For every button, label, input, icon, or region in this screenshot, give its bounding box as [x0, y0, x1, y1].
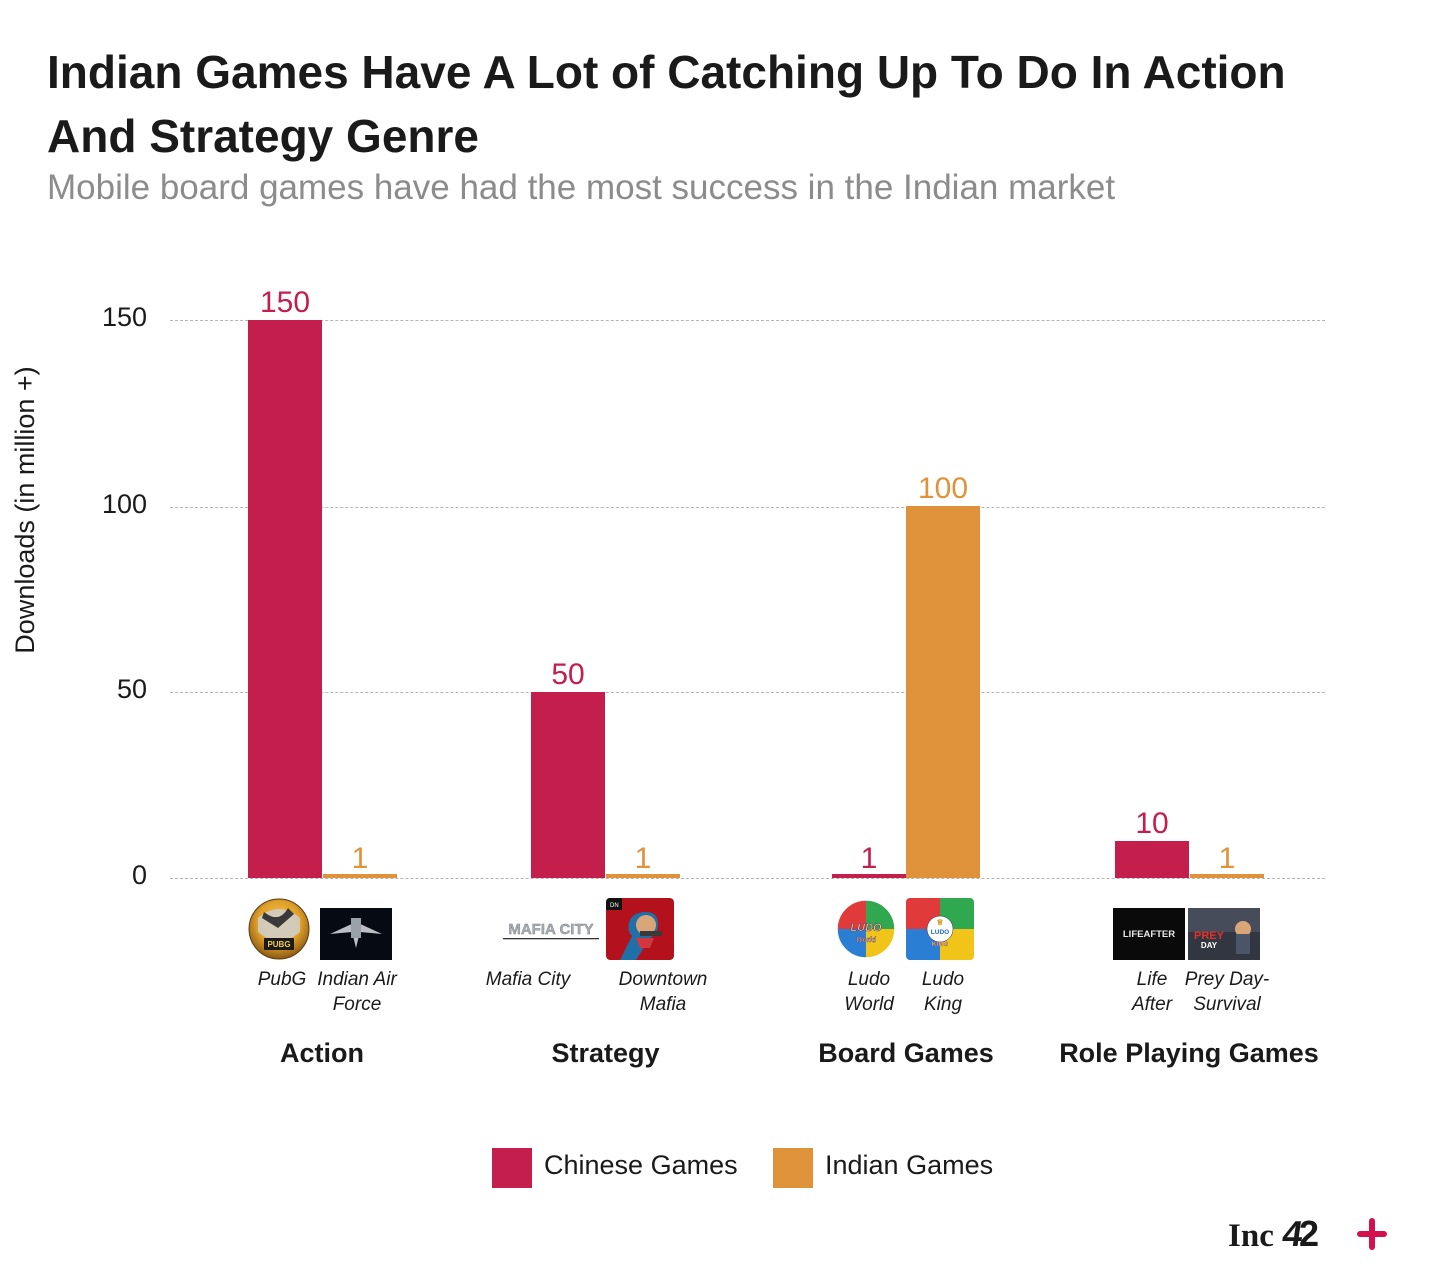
svg-text:LIFEAFTER: LIFEAFTER [1123, 929, 1175, 940]
svg-text:MAFIA CITY: MAFIA CITY [508, 921, 593, 938]
svg-text:PUBG: PUBG [267, 940, 290, 949]
svg-text:DN: DN [610, 903, 619, 909]
svg-text:2: 2 [1299, 1213, 1319, 1254]
svg-text:Inc: Inc [1228, 1218, 1274, 1254]
svg-text:DAY: DAY [1201, 941, 1218, 950]
svg-text:KING: KING [932, 941, 948, 948]
svg-text:LUDO: LUDO [931, 929, 949, 936]
svg-text:LUDO: LUDO [850, 922, 882, 934]
svg-text:♕: ♕ [936, 918, 943, 927]
svg-text:World: World [856, 937, 876, 944]
